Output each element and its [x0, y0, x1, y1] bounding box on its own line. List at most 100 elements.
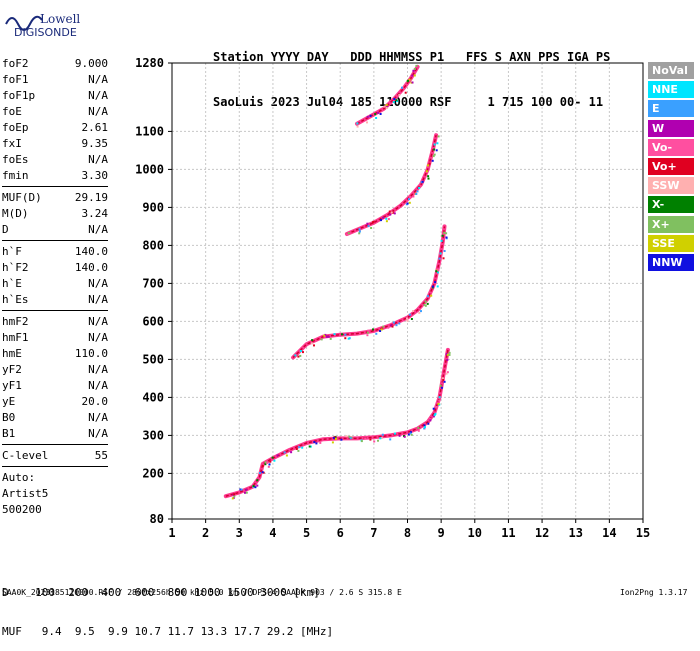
echo-point — [385, 217, 388, 220]
param-separator — [2, 186, 108, 187]
distance-muf-table: D 100 200 400 600 800 1000 1500 3000 [km… — [2, 560, 333, 651]
param-value: 140.0 — [74, 261, 108, 274]
echo-point — [406, 319, 409, 322]
trace-core — [356, 66, 419, 125]
legend-item: Vo+ — [648, 158, 694, 175]
echo-point — [408, 201, 411, 204]
echo-point — [408, 198, 410, 201]
echo-point — [389, 213, 392, 216]
echo-point — [424, 300, 427, 303]
y-tick-label: 1100 — [135, 124, 164, 138]
tick-labels: 1 2 3 4 5 6 7 8 9 10 11 12 13 14 158020030040050060070… — [135, 56, 650, 540]
param-value: N/A — [88, 427, 108, 440]
echo-point — [445, 353, 448, 356]
legend-item: SSE — [648, 234, 694, 252]
echo-point — [261, 464, 264, 467]
echo-point — [347, 232, 350, 235]
echo-point — [325, 335, 328, 338]
echo-point — [233, 493, 236, 496]
param-label: hmF2 — [2, 315, 29, 328]
param-value: 3.30 — [81, 169, 109, 182]
param-label: hmF1 — [2, 331, 29, 344]
grid — [168, 62, 644, 523]
echo-point — [390, 211, 393, 214]
autoscaling-line: 500200 — [2, 503, 42, 516]
echo-point — [432, 415, 435, 418]
echo-point — [297, 449, 300, 452]
echo-point — [302, 351, 304, 354]
echo-point — [391, 325, 394, 328]
echo-point — [439, 384, 442, 387]
echo-point — [416, 190, 419, 193]
echo-point — [443, 380, 446, 383]
y-tick-label: 80 — [150, 512, 164, 526]
echo-point — [344, 333, 347, 336]
echo-point — [408, 313, 411, 316]
echo-point — [446, 358, 449, 361]
param-row: MUF(D) 29.19 — [2, 190, 108, 206]
echo-point — [393, 98, 396, 100]
echo-point — [366, 121, 368, 124]
param-value: N/A — [88, 293, 108, 306]
echo-point — [385, 107, 388, 109]
echo-point — [344, 337, 347, 340]
echo-point — [324, 333, 327, 336]
echo-point — [310, 342, 313, 345]
echo-point — [417, 426, 420, 429]
param-row: foF2 9.000 — [2, 56, 108, 72]
legend-item: SSW — [648, 177, 694, 195]
param-separator — [2, 310, 108, 311]
echo-point — [369, 438, 372, 441]
param-label: MUF(D) — [2, 191, 42, 204]
echo-point — [380, 437, 383, 439]
echo-point — [401, 86, 403, 89]
echo-point — [385, 220, 388, 223]
param-row: foF1 N/A — [2, 72, 108, 88]
param-row: B1 N/A — [2, 426, 108, 442]
param-label: M(D) — [2, 207, 29, 220]
echo-point — [435, 270, 438, 273]
echo-point — [433, 148, 436, 151]
ionogram-plot: 1 2 3 4 5 6 7 8 9 10 11 12 13 14 158020030040050060070… — [135, 56, 650, 540]
echo-point — [239, 488, 242, 491]
echo-point — [333, 333, 336, 336]
echo-point — [380, 328, 383, 331]
param-label: B0 — [2, 411, 16, 424]
echo-point — [408, 196, 411, 199]
param-row: yE 20.0 — [2, 394, 108, 410]
param-row: h`F2 140.0 — [2, 260, 108, 276]
param-value: N/A — [88, 73, 108, 86]
param-row: yF2 N/A — [2, 362, 108, 378]
trace-line — [355, 64, 420, 126]
echo-point — [283, 451, 286, 454]
param-value: 140.0 — [74, 245, 108, 258]
echo-point — [423, 424, 426, 427]
x-tick-label: 1 — [168, 526, 175, 540]
param-value: N/A — [88, 277, 108, 290]
echo-point — [438, 396, 441, 399]
muf-row: MUF 9.4 9.5 9.9 10.7 11.7 13.3 17.7 29.2… — [2, 625, 334, 638]
echo-point — [420, 310, 422, 313]
echo-point — [295, 448, 298, 450]
y-tick-label: 800 — [142, 238, 164, 252]
echo-point — [268, 463, 271, 466]
param-label: foEp — [2, 121, 29, 134]
param-label: D — [2, 223, 9, 236]
echo-point — [261, 471, 264, 474]
x-tick-label: 4 — [269, 526, 276, 540]
param-label: B1 — [2, 427, 16, 440]
echo-point — [392, 101, 395, 104]
echo-point — [382, 216, 385, 219]
echo-point — [439, 252, 442, 255]
echo-point — [407, 433, 410, 436]
param-value: 110.0 — [74, 347, 108, 360]
param-row: h`E N/A — [2, 276, 108, 292]
echo-point — [440, 239, 443, 242]
distance-row: D 100 200 400 600 800 1000 1500 3000 [km… — [2, 586, 320, 599]
param-label: foEs — [2, 153, 29, 166]
echo-point — [394, 432, 396, 435]
param-label: C-level — [2, 449, 49, 462]
param-label: hmE — [2, 347, 22, 360]
echo-point — [406, 317, 408, 320]
echo-point — [409, 432, 412, 435]
